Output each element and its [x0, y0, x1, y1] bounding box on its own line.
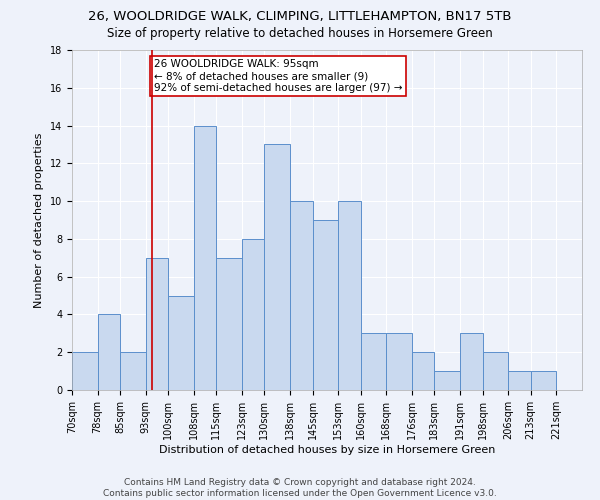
Text: 26 WOOLDRIDGE WALK: 95sqm
← 8% of detached houses are smaller (9)
92% of semi-de: 26 WOOLDRIDGE WALK: 95sqm ← 8% of detach… [154, 60, 402, 92]
Bar [120, 352, 146, 390]
Bar [361, 334, 386, 390]
Bar [265, 144, 290, 390]
Text: Contains HM Land Registry data © Crown copyright and database right 2024.
Contai: Contains HM Land Registry data © Crown c… [103, 478, 497, 498]
Bar [530, 371, 556, 390]
X-axis label: Distribution of detached houses by size in Horsemere Green: Distribution of detached houses by size … [159, 444, 495, 454]
Bar [482, 352, 508, 390]
Y-axis label: Number of detached properties: Number of detached properties [34, 132, 44, 308]
Text: Size of property relative to detached houses in Horsemere Green: Size of property relative to detached ho… [107, 28, 493, 40]
Bar [338, 201, 361, 390]
Bar [146, 258, 168, 390]
Bar [412, 352, 434, 390]
Bar [313, 220, 338, 390]
Bar [386, 334, 412, 390]
Bar [508, 371, 530, 390]
Bar [194, 126, 217, 390]
Bar [217, 258, 242, 390]
Bar [290, 201, 313, 390]
Bar [242, 239, 265, 390]
Bar [168, 296, 194, 390]
Bar [72, 352, 98, 390]
Bar [98, 314, 120, 390]
Bar [434, 371, 460, 390]
Text: 26, WOOLDRIDGE WALK, CLIMPING, LITTLEHAMPTON, BN17 5TB: 26, WOOLDRIDGE WALK, CLIMPING, LITTLEHAM… [88, 10, 512, 23]
Bar [460, 334, 482, 390]
